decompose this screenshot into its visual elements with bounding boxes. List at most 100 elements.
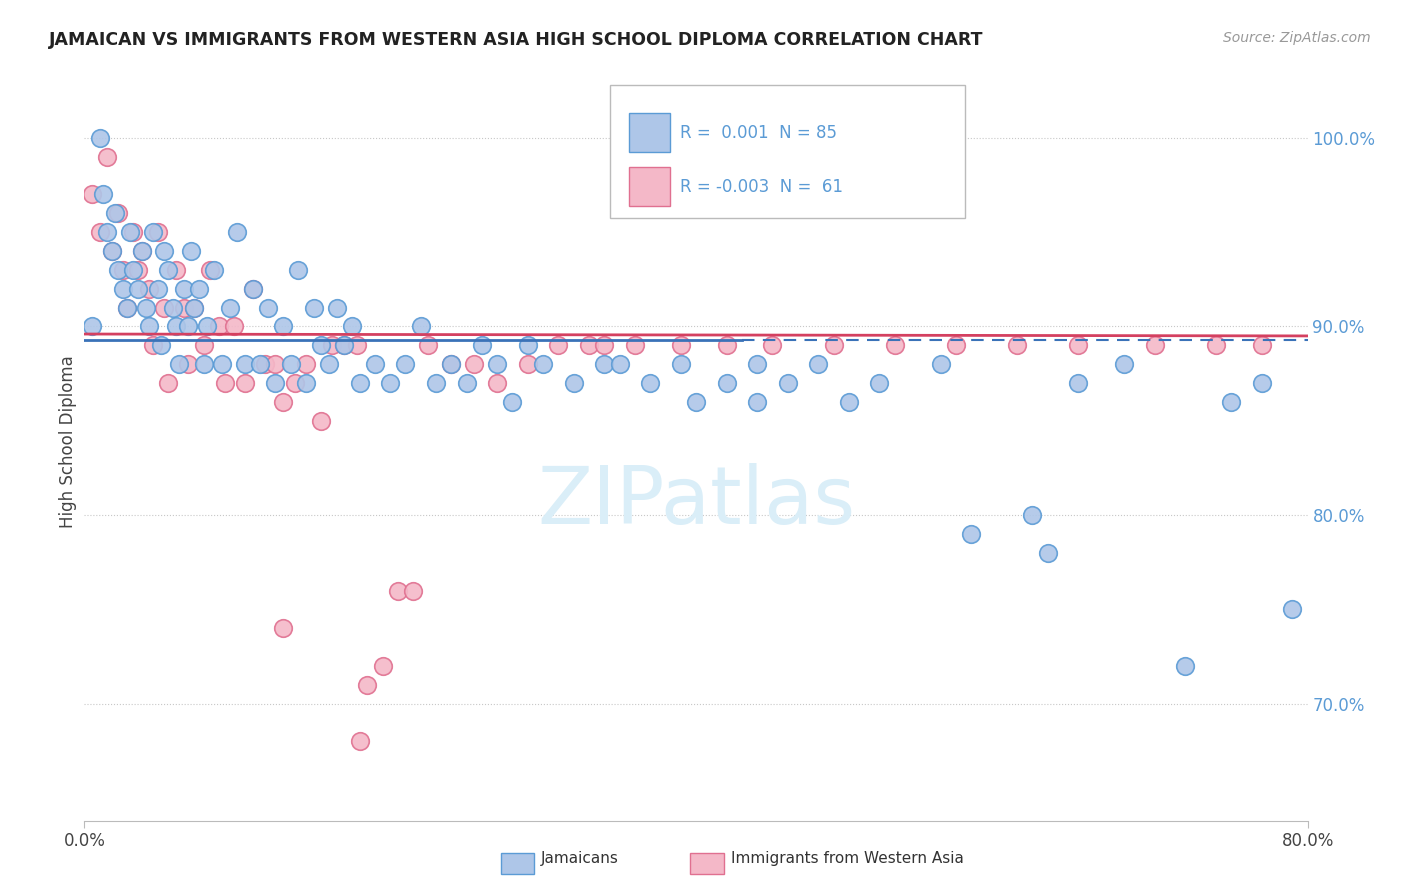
Point (371, 659, 394, 673)
Point (1174, 659, 1197, 673)
FancyBboxPatch shape (628, 113, 671, 153)
Point (96, 150, 118, 164)
Text: Source: ZipAtlas.com: Source: ZipAtlas.com (1223, 31, 1371, 45)
Point (486, 357, 509, 371)
Point (195, 319, 218, 334)
Point (578, 338, 600, 352)
Point (115, 301, 138, 315)
Point (1067, 376, 1090, 390)
Point (418, 338, 440, 352)
Point (807, 357, 830, 371)
Point (142, 338, 165, 352)
Text: Immigrants from Western Asia: Immigrants from Western Asia (731, 851, 965, 865)
Point (380, 376, 402, 390)
Point (669, 357, 692, 371)
Point (402, 583, 425, 598)
Point (295, 376, 318, 390)
Point (823, 338, 845, 352)
Point (1143, 338, 1166, 352)
Point (669, 338, 692, 352)
Point (177, 319, 200, 334)
Point (198, 263, 221, 277)
Point (321, 338, 343, 352)
Point (149, 338, 172, 352)
FancyBboxPatch shape (628, 167, 671, 206)
Point (183, 301, 205, 315)
Point (257, 301, 280, 315)
Point (516, 338, 538, 352)
Point (193, 357, 215, 371)
Point (80, 187, 103, 202)
Point (516, 357, 538, 371)
Point (89, 131, 111, 145)
Point (387, 583, 409, 598)
Point (502, 395, 524, 409)
Point (165, 319, 187, 334)
Point (208, 319, 231, 334)
Text: R = -0.003  N =  61: R = -0.003 N = 61 (681, 178, 844, 195)
Point (747, 357, 769, 371)
Point (593, 338, 616, 352)
Point (440, 357, 463, 371)
Point (1114, 357, 1136, 371)
Point (716, 338, 738, 352)
Point (89, 225, 111, 239)
Point (157, 263, 180, 277)
Point (776, 376, 799, 390)
Point (80, 319, 103, 334)
Point (295, 357, 318, 371)
Point (165, 263, 187, 277)
Point (138, 282, 160, 296)
Point (127, 263, 149, 277)
FancyBboxPatch shape (610, 85, 965, 218)
Point (91, 187, 114, 202)
Point (162, 301, 184, 315)
Point (486, 376, 509, 390)
Point (562, 376, 585, 390)
Point (224, 319, 246, 334)
Point (253, 357, 276, 371)
Point (356, 678, 378, 692)
Point (394, 357, 416, 371)
Text: R =  0.001  N = 85: R = 0.001 N = 85 (681, 124, 837, 142)
Point (122, 263, 145, 277)
Point (1250, 338, 1272, 352)
Point (547, 338, 569, 352)
Point (425, 376, 447, 390)
Point (193, 338, 215, 352)
Point (609, 357, 631, 371)
Point (318, 357, 340, 371)
Point (1250, 376, 1272, 390)
Point (311, 338, 333, 352)
Point (280, 357, 302, 371)
Point (142, 225, 165, 239)
Point (271, 319, 294, 334)
Point (685, 395, 707, 409)
Point (242, 282, 264, 296)
Point (173, 301, 195, 315)
Y-axis label: High School Diploma: High School Diploma (59, 355, 77, 528)
Point (177, 357, 200, 371)
Point (271, 395, 294, 409)
Point (929, 357, 952, 371)
Point (869, 376, 891, 390)
Point (747, 395, 769, 409)
Point (333, 338, 356, 352)
Point (960, 527, 983, 541)
Point (325, 301, 347, 315)
Point (131, 244, 153, 258)
Point (838, 395, 860, 409)
Point (593, 357, 616, 371)
Point (107, 206, 129, 220)
Point (456, 376, 478, 390)
Point (1220, 395, 1243, 409)
Point (1036, 546, 1059, 560)
Point (211, 357, 233, 371)
Point (96, 225, 118, 239)
Point (111, 263, 134, 277)
Point (333, 338, 356, 352)
Point (761, 338, 783, 352)
Point (214, 376, 236, 390)
Text: JAMAICAN VS IMMIGRANTS FROM WESTERN ASIA HIGH SCHOOL DIPLOMA CORRELATION CHART: JAMAICAN VS IMMIGRANTS FROM WESTERN ASIA… (49, 31, 984, 49)
Point (638, 376, 661, 390)
